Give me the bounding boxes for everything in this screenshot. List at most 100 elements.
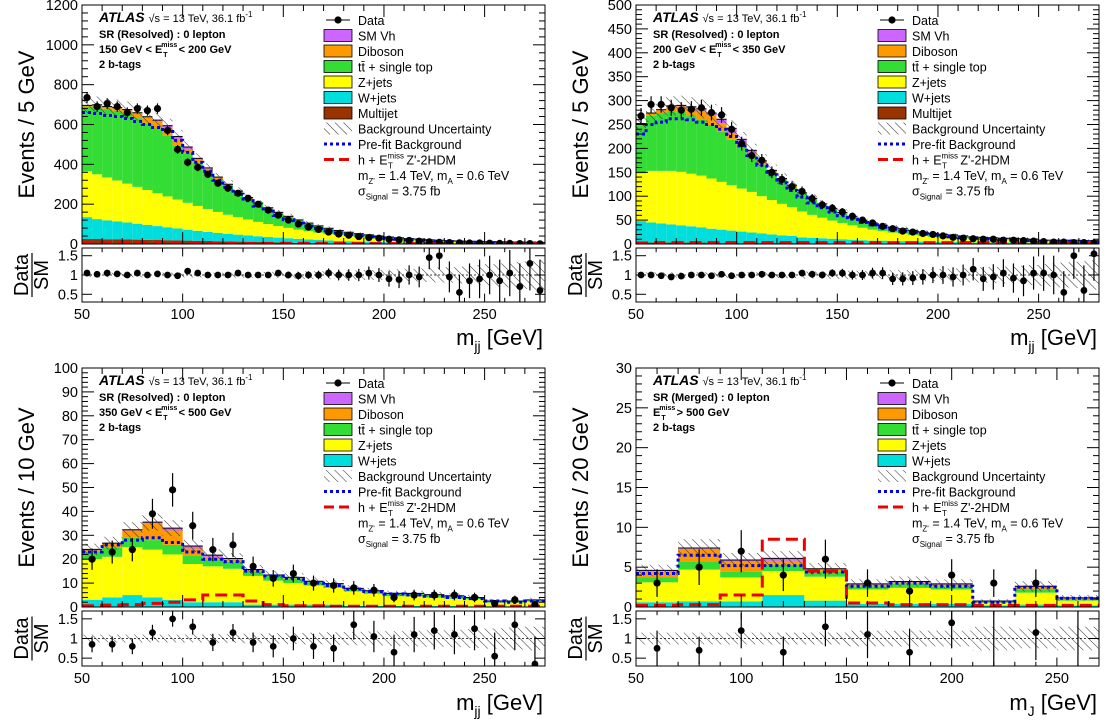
bar-wjets [243, 235, 254, 242]
bar-zjets [847, 225, 858, 240]
ratio-point [511, 621, 519, 629]
data-point [748, 151, 756, 160]
x-tick-label: 100 [171, 671, 195, 687]
legend-smvh-swatch [877, 29, 907, 42]
ratio-point [879, 269, 886, 277]
ratio-y-tick-label: 1 [70, 632, 78, 648]
legend-data-label: Data [912, 14, 938, 28]
bar-wjets [444, 605, 465, 607]
legend-zjets-swatch [877, 75, 907, 89]
bar-ttbar [243, 198, 254, 220]
ratio-point [189, 623, 197, 631]
bar-zjets [313, 232, 324, 240]
x-tick-label: 250 [473, 671, 497, 687]
x-tick-label: 100 [171, 307, 195, 323]
bkg-uncertainty-band [162, 520, 183, 537]
bar-ttbar [746, 156, 757, 192]
x-tick-label: 100 [725, 307, 749, 323]
bar-zjets [142, 549, 163, 598]
data-point [284, 216, 292, 224]
bar-ttbar [797, 193, 808, 212]
bar-zjets [182, 563, 203, 603]
data-point [828, 204, 836, 212]
data-point [133, 104, 141, 113]
bar-ttbar [837, 213, 848, 223]
y-tick-label: 40 [62, 504, 78, 520]
legend-smvh-label: SM Vh [358, 393, 396, 407]
bar-ttbar [726, 139, 737, 186]
x-tick-label: 250 [473, 307, 497, 323]
legend-multijet-label: Multijet [912, 107, 952, 121]
legend-signal-label: h + Emiss T Z'-2HDM [912, 499, 1010, 518]
data-point [103, 99, 111, 108]
legend-wjets-label: W+jets [912, 455, 951, 469]
bar-wjets [122, 595, 143, 607]
ratio-y-label-bottom: SM [585, 260, 607, 290]
y-tick-label: 800 [54, 78, 78, 94]
bar-zjets [132, 186, 143, 224]
legend-ttbar-swatch [877, 60, 907, 73]
ratio-point [516, 283, 524, 290]
bar-ttbar [92, 106, 103, 175]
bar-wjets [646, 222, 657, 243]
legend-ttbar-label: tt̄ + single top [912, 424, 987, 438]
legend-wjets-swatch [323, 454, 353, 467]
bar-wjets [797, 237, 808, 244]
bkg-uncertainty-band [172, 129, 183, 143]
ratio-point [788, 271, 796, 279]
data-point [999, 236, 1007, 244]
ratio-point [808, 270, 816, 278]
legend-smvh-swatch [323, 392, 353, 405]
y-tick-label: 0 [624, 237, 632, 253]
bar-ttbar [756, 164, 767, 197]
ratio-point [149, 629, 156, 637]
ratio-point [209, 639, 217, 646]
legend-diboson-swatch [877, 44, 907, 58]
x-axis-label: mJ [GeV] [1009, 690, 1097, 719]
ratio-plot-area [82, 248, 545, 302]
y-tick-label: 0 [624, 600, 632, 616]
bar-zjets [263, 224, 274, 238]
legend-signal-label: h + Emiss T Z'-2HDM [912, 152, 1010, 171]
ratio-point [647, 271, 655, 279]
ratio-point [415, 273, 423, 281]
bar-wjets [313, 239, 324, 244]
bar-zjets [837, 222, 848, 240]
data-point [653, 579, 661, 587]
ratio-point [315, 271, 322, 279]
ratio-point [889, 275, 897, 283]
bar-wjets [222, 233, 233, 242]
bar-ttbar [736, 147, 747, 189]
data-point [511, 596, 519, 604]
data-point [889, 225, 897, 233]
bar-ttbar [232, 192, 244, 218]
ratio-point [687, 271, 695, 279]
ratio-point [385, 275, 393, 283]
ratio-point [486, 271, 494, 279]
ratio-point [305, 271, 312, 279]
bar-multijet [162, 240, 173, 244]
ratio-y-label-bottom: SM [31, 624, 53, 654]
bar-zjets [656, 170, 667, 224]
bar-ttbar [263, 208, 274, 225]
y-tick-label: 0 [70, 237, 78, 253]
ratio-point [289, 635, 297, 642]
x-tick-label: 250 [1045, 671, 1069, 687]
ratio-point [214, 271, 222, 279]
ratio-point [653, 644, 661, 652]
btag-label: 2 b-tags [99, 59, 141, 71]
ratio-point [531, 660, 539, 666]
x-axis-label: mjj [GeV] [456, 690, 543, 719]
ratio-point [838, 269, 846, 277]
legend-smvh-swatch [323, 29, 353, 42]
y-axis-label: Events / 20 GeV [568, 407, 593, 568]
ratio-y-tick-label: 0.5 [58, 651, 78, 667]
legend-ttbar-label: tt̄ + single top [358, 424, 433, 438]
x-tick-label: 150 [834, 671, 858, 687]
ratio-point [959, 271, 967, 279]
bar-ttbar [656, 113, 667, 171]
data-point [838, 208, 846, 216]
data-point [758, 156, 766, 164]
legend-diboson-label: Diboson [912, 45, 958, 59]
legend-wjets-label: W+jets [912, 92, 951, 106]
